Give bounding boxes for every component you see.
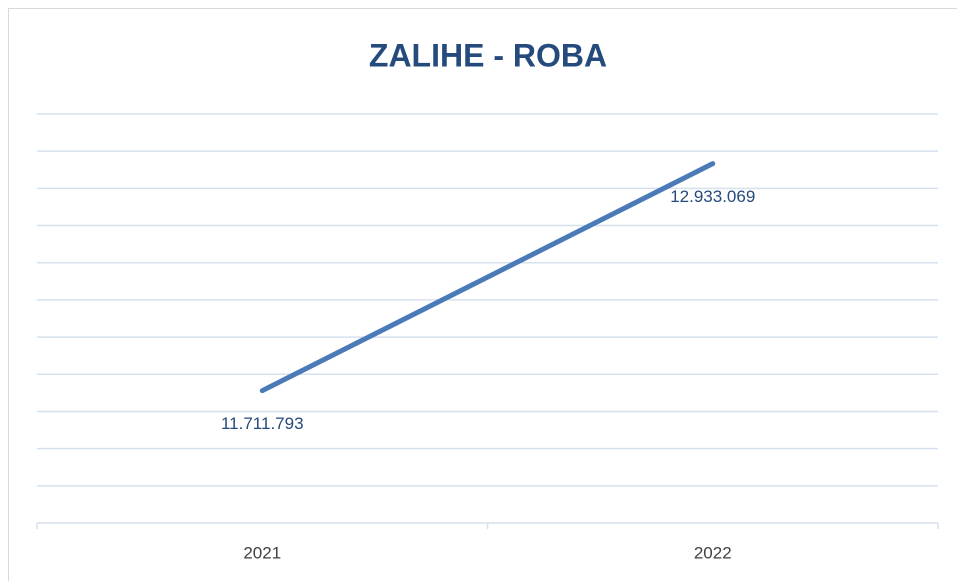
chart-title: ZALIHE - ROBA (369, 37, 607, 73)
x-tick-label: 2022 (694, 543, 732, 562)
chart-frame (8, 8, 957, 581)
data-label: 12.933.069 (670, 187, 755, 206)
line (259, 161, 716, 394)
data-label: 11.711.793 (221, 414, 304, 433)
x-tick-label: 2021 (243, 543, 281, 562)
